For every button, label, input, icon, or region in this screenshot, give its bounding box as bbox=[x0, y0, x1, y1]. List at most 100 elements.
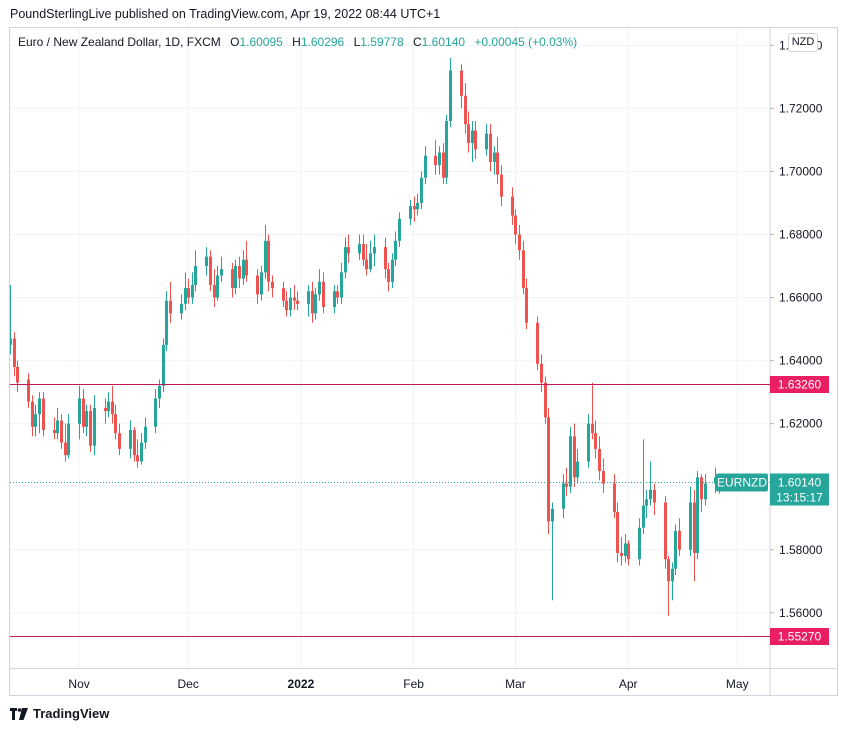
last-price-label: 1.60140 bbox=[778, 476, 822, 490]
candle-up bbox=[551, 502, 554, 601]
candle-down bbox=[496, 136, 499, 185]
footer-brand[interactable]: TradingView bbox=[10, 706, 109, 721]
candle-body bbox=[624, 543, 627, 557]
candle-body bbox=[191, 284, 194, 298]
candle-up bbox=[154, 388, 157, 434]
candle-down bbox=[616, 502, 619, 563]
candle-down bbox=[27, 373, 30, 408]
candle-down bbox=[293, 284, 296, 311]
candle-down bbox=[136, 439, 139, 468]
currency-badge[interactable]: NZD bbox=[788, 33, 818, 52]
candle-down bbox=[500, 165, 503, 207]
candle-body bbox=[536, 322, 539, 364]
candle-up bbox=[93, 395, 96, 456]
candle-body bbox=[264, 240, 267, 273]
candle-body bbox=[267, 240, 270, 282]
candle-down bbox=[667, 556, 670, 616]
candle-down bbox=[322, 272, 325, 314]
candle-body bbox=[642, 505, 645, 528]
candle-down bbox=[16, 360, 19, 393]
candle-up bbox=[184, 272, 187, 311]
candle-up bbox=[671, 562, 674, 601]
candle-body bbox=[594, 433, 597, 449]
candle-body bbox=[165, 300, 168, 345]
candle-up bbox=[569, 426, 572, 494]
candle-up bbox=[289, 288, 292, 317]
candle-down bbox=[365, 243, 368, 276]
candle-body bbox=[129, 429, 132, 449]
candle-down bbox=[111, 385, 114, 424]
candle-body bbox=[78, 398, 81, 424]
candle-body bbox=[67, 423, 70, 456]
candle-body bbox=[522, 250, 525, 289]
candle-up bbox=[194, 250, 197, 292]
candle-body bbox=[184, 288, 187, 304]
candle-down bbox=[311, 281, 314, 323]
candle-down bbox=[565, 467, 568, 497]
candle-body bbox=[493, 152, 496, 162]
candle-body bbox=[42, 398, 45, 430]
candle-up bbox=[391, 253, 394, 289]
candle-body bbox=[387, 269, 390, 282]
candle-body bbox=[696, 477, 699, 553]
candle-body bbox=[89, 411, 92, 446]
candle-down bbox=[104, 398, 107, 424]
candle-body bbox=[409, 206, 412, 219]
candle-body bbox=[569, 436, 572, 487]
candle-body bbox=[34, 414, 37, 427]
candle-down bbox=[231, 262, 234, 298]
candle-body bbox=[474, 130, 477, 150]
candle-up bbox=[493, 146, 496, 175]
legend-high-value: 1.60296 bbox=[300, 35, 345, 49]
candle-body bbox=[689, 502, 692, 550]
candle-body bbox=[216, 275, 219, 298]
x-tick-label: Dec bbox=[178, 677, 199, 691]
candle-down bbox=[693, 489, 696, 582]
y-tick-label: 1.56000 bbox=[779, 606, 823, 620]
x-tick-label: 2022 bbox=[288, 677, 315, 691]
candle-up bbox=[638, 518, 641, 566]
candle-body bbox=[289, 297, 292, 311]
candle-up bbox=[56, 407, 59, 440]
candle-body bbox=[111, 401, 114, 415]
candle-body bbox=[118, 433, 121, 449]
candle-body bbox=[551, 508, 554, 522]
candle-up bbox=[34, 404, 37, 437]
candle-body bbox=[231, 269, 234, 289]
candle-down bbox=[594, 420, 597, 459]
candle-body bbox=[209, 256, 212, 285]
candle-body bbox=[511, 196, 514, 216]
candle-body bbox=[540, 363, 543, 383]
candle-down bbox=[384, 237, 387, 279]
candle-body bbox=[234, 266, 237, 289]
candle-up bbox=[260, 266, 263, 301]
candle-body bbox=[154, 398, 157, 427]
candle-body bbox=[336, 291, 339, 298]
y-tick-label: 1.64000 bbox=[779, 354, 823, 368]
candle-up bbox=[369, 240, 372, 273]
candle-down bbox=[64, 423, 67, 462]
candle-down bbox=[31, 395, 34, 437]
candle-body bbox=[220, 269, 223, 276]
candle-down bbox=[238, 256, 241, 289]
candle-down bbox=[653, 483, 656, 516]
candle-body bbox=[518, 234, 521, 251]
candle-up bbox=[445, 114, 448, 185]
candle-up bbox=[645, 489, 648, 519]
candle-up bbox=[398, 212, 401, 248]
candle-body bbox=[104, 407, 107, 412]
candle-body bbox=[314, 294, 317, 314]
candle-up bbox=[424, 146, 427, 185]
candle-body bbox=[562, 483, 565, 509]
candle-body bbox=[180, 303, 183, 314]
y-tick-label: 1.58000 bbox=[779, 543, 823, 557]
candle-body bbox=[362, 243, 365, 260]
candle-body bbox=[140, 442, 143, 462]
candle-body bbox=[31, 401, 34, 427]
legend-low-value: 1.59778 bbox=[360, 35, 404, 49]
candle-up bbox=[307, 284, 310, 317]
candle-up bbox=[264, 225, 267, 279]
candle-up bbox=[696, 470, 699, 560]
candle-up bbox=[340, 262, 343, 304]
